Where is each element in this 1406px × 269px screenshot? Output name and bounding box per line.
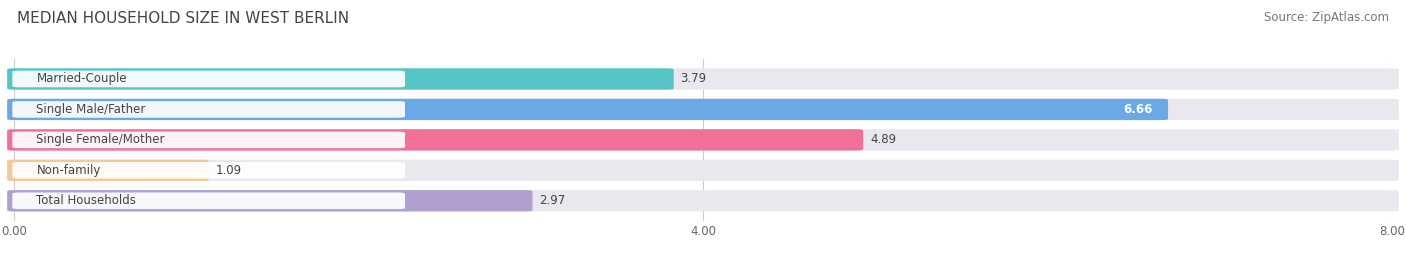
Text: Source: ZipAtlas.com: Source: ZipAtlas.com — [1264, 11, 1389, 24]
FancyBboxPatch shape — [7, 190, 1399, 211]
Text: 1.09: 1.09 — [215, 164, 242, 177]
Text: 6.66: 6.66 — [1123, 103, 1153, 116]
FancyBboxPatch shape — [13, 132, 405, 148]
Text: Non-family: Non-family — [37, 164, 101, 177]
FancyBboxPatch shape — [13, 162, 405, 179]
Text: 4.89: 4.89 — [870, 133, 896, 146]
FancyBboxPatch shape — [7, 190, 533, 211]
FancyBboxPatch shape — [7, 129, 1399, 151]
FancyBboxPatch shape — [7, 99, 1168, 120]
FancyBboxPatch shape — [7, 160, 1399, 181]
FancyBboxPatch shape — [13, 193, 405, 209]
Text: Single Male/Father: Single Male/Father — [37, 103, 146, 116]
Text: Single Female/Mother: Single Female/Mother — [37, 133, 165, 146]
Text: Married-Couple: Married-Couple — [37, 72, 127, 86]
FancyBboxPatch shape — [7, 68, 673, 90]
Text: 3.79: 3.79 — [681, 72, 707, 86]
FancyBboxPatch shape — [7, 68, 1399, 90]
FancyBboxPatch shape — [7, 129, 863, 151]
Text: MEDIAN HOUSEHOLD SIZE IN WEST BERLIN: MEDIAN HOUSEHOLD SIZE IN WEST BERLIN — [17, 11, 349, 26]
FancyBboxPatch shape — [13, 71, 405, 87]
Text: 2.97: 2.97 — [540, 194, 565, 207]
FancyBboxPatch shape — [7, 160, 208, 181]
FancyBboxPatch shape — [13, 101, 405, 118]
Text: Total Households: Total Households — [37, 194, 136, 207]
FancyBboxPatch shape — [7, 99, 1399, 120]
